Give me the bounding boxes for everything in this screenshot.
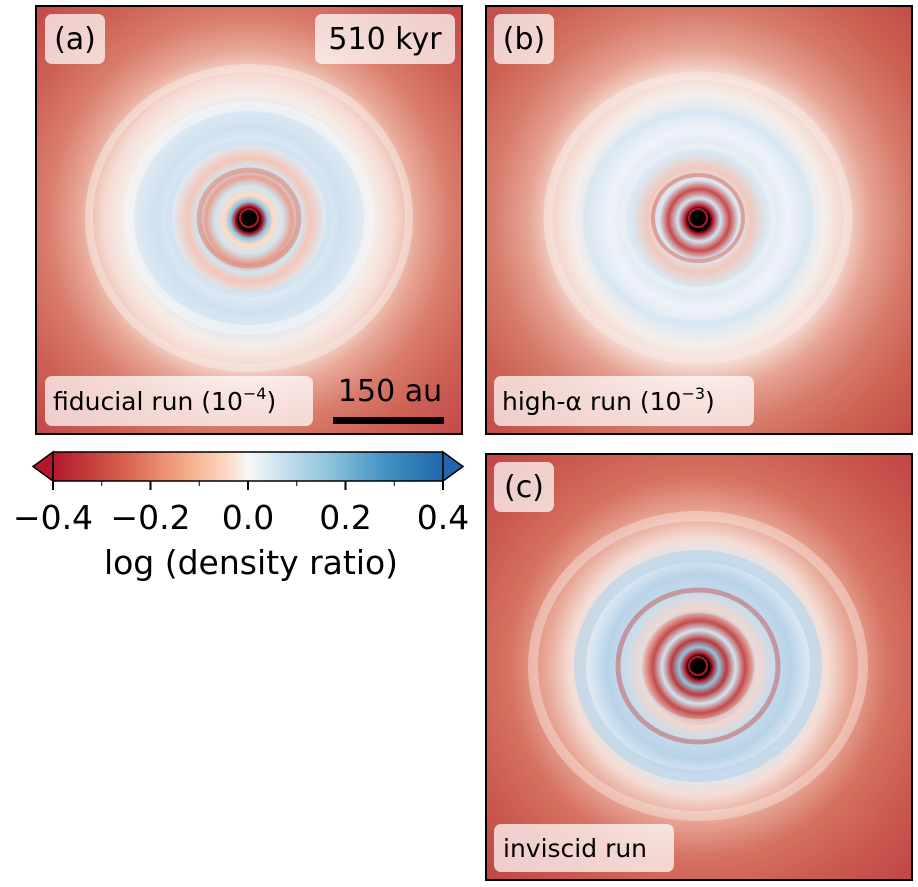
panel-b-label: (b) (503, 22, 545, 57)
colorbar-body (52, 451, 444, 482)
panel-b-central-star (688, 208, 708, 228)
panel-c-spiral-features (528, 511, 868, 821)
scalebar (333, 417, 444, 424)
panel-a-label: (a) (54, 22, 96, 57)
colorbar-tick-label: 0.0 (222, 498, 274, 537)
colorbar-tick-label: −0.4 (13, 498, 93, 537)
panel-c-label: (c) (504, 470, 544, 505)
panel-a: (a) 510 kyr fiducial run (10−4) 150 au (35, 5, 463, 435)
panel-b: (b) high-α run (10−3) (485, 5, 913, 435)
panel-b-spiral-features (543, 71, 853, 365)
scalebar-label: 150 au (338, 374, 442, 409)
colorbar-label: log (density ratio) (104, 543, 398, 582)
colorbar-extend-low (31, 450, 54, 483)
panel-a-caption: fiducial run (10−4) (53, 384, 276, 416)
panel-a-central-star (239, 208, 259, 228)
colorbar-extend-high (442, 450, 465, 483)
panel-b-caption: high-α run (10−3) (502, 384, 715, 416)
colorbar: −0.4 −0.2 0.0 0.2 0.4 log (density ratio) (13, 450, 469, 582)
panel-b-frame (485, 5, 913, 435)
panel-c-frame (485, 453, 913, 881)
colorbar-tick-label: 0.4 (417, 498, 469, 537)
panel-a-spiral-features (85, 64, 413, 372)
panel-c: (c) inviscid run (485, 453, 913, 881)
panel-c-central-star (688, 656, 708, 676)
colorbar-tick-label: −0.2 (110, 498, 190, 537)
colorbar-ticks: −0.4 −0.2 0.0 0.2 0.4 (13, 481, 469, 537)
time-label: 510 kyr (328, 22, 442, 57)
panel-a-frame (35, 5, 463, 435)
panel-c-caption: inviscid run (503, 834, 647, 863)
colorbar-tick-label: 0.2 (319, 498, 371, 537)
